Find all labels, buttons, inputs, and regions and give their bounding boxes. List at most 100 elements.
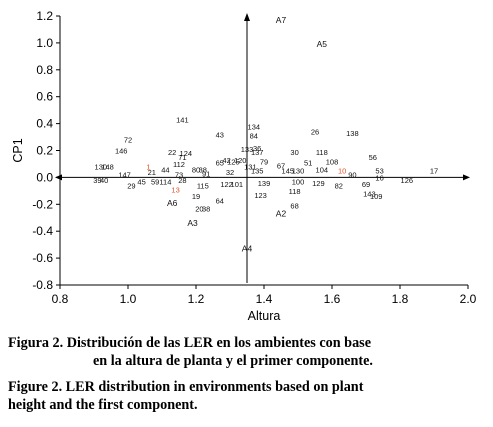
environment-label: A5: [317, 39, 328, 49]
environment-label: A4: [242, 244, 253, 254]
y-axis-ticks: -0.8 -0.6 -0.4 -0.2 0.0 0.2 0.4 0.6 0.8 1.0 1.2: [32, 9, 60, 292]
point-label: 68: [290, 202, 298, 211]
point-label: 36: [253, 144, 261, 153]
point-label: 51: [304, 159, 312, 168]
point-label: 148: [101, 163, 114, 172]
point-label: 22: [168, 148, 176, 157]
x-axis-ticks: 0.8 1.0 1.2 1.4 1.6 1.8 2.0: [52, 285, 477, 306]
point-label: 30: [290, 148, 298, 157]
x-tick-label: 0.8: [52, 292, 69, 306]
point-label: 82: [335, 181, 343, 190]
point-label: 125: [227, 157, 240, 166]
point-label: 126: [401, 176, 414, 185]
caption-en-line-1: Figure 2. LER distribution in environmen…: [8, 378, 488, 396]
point-label: 114: [159, 177, 171, 186]
caption-es-line-1: Figura 2. Distribución de las LER en los…: [8, 334, 488, 352]
point-label: 64: [216, 196, 224, 205]
x-tick-label: 1.0: [120, 292, 137, 306]
point-label: 130: [292, 167, 305, 176]
point-label: 134: [248, 122, 261, 131]
point-label: 131: [244, 163, 257, 172]
point-label: 16: [375, 173, 383, 182]
point-label: 139: [258, 179, 271, 188]
point-label: 101: [231, 180, 244, 189]
point-label: 138: [346, 129, 359, 138]
y-tick-label: 1.0: [36, 36, 53, 50]
point-label: 28: [178, 176, 186, 185]
horizontal-arrowhead-right: [463, 174, 470, 181]
point-label: 19: [192, 192, 200, 201]
y-tick-label: 0.0: [36, 170, 53, 184]
point-label: 124: [180, 149, 193, 158]
figure-caption-english: Figure 2. LER distribution in environmen…: [8, 378, 488, 414]
point-label: 118: [289, 187, 301, 196]
point-label: 59: [151, 177, 159, 186]
point-label: 130: [95, 163, 108, 172]
point-label: 141: [176, 116, 189, 125]
y-tick-label: -0.6: [32, 251, 53, 265]
point-label: 145: [282, 167, 295, 176]
caption-es-text-2: en la altura de planta y el primer compo…: [93, 353, 373, 369]
environment-label: A3: [187, 218, 198, 228]
environment-labels: A7 A5 A6 A3 A2 A4: [167, 15, 327, 254]
point-label: 108: [326, 157, 339, 166]
point-label: 67: [277, 161, 285, 170]
point-label: 26: [311, 128, 319, 137]
caption-es-text-1: Distribución de las LER en los ambientes…: [66, 335, 371, 351]
point-label: 73: [175, 171, 183, 180]
environment-label: A2: [276, 209, 287, 219]
point-label: 44: [161, 165, 169, 174]
point-label: 129: [312, 179, 325, 188]
point-label: 38: [202, 204, 210, 213]
x-tick-label: 1.2: [188, 292, 205, 306]
point-label: 65: [216, 159, 224, 168]
vertical-arrowhead-top: [244, 13, 250, 21]
point-label: 13: [171, 186, 179, 195]
scatter-chart: -0.8 -0.6 -0.4 -0.2 0.0 0.2 0.4 0.6 0.8 1.0 1.2 0.…: [11, 9, 477, 323]
point-label: 120: [234, 156, 247, 165]
y-tick-label: 1.2: [36, 9, 53, 23]
point-label: 71: [178, 153, 186, 162]
environment-label: A7: [276, 15, 287, 25]
point-label: 135: [251, 167, 264, 176]
reference-lines: [55, 13, 470, 283]
point-label: 80: [192, 165, 200, 174]
y-tick-label: -0.2: [32, 197, 53, 211]
point-label: 53: [375, 167, 383, 176]
point-label: 29: [127, 181, 135, 190]
y-tick-label: 0.2: [36, 144, 53, 158]
point-label: 84: [250, 132, 258, 141]
point-label: 91: [202, 169, 210, 178]
point-label: 69: [362, 180, 370, 189]
x-tick-label: 1.8: [392, 292, 409, 306]
caption-en-text-1: LER distribution in environments based o…: [65, 379, 364, 395]
caption-es-label: Figura 2.: [8, 335, 64, 351]
point-label: 123: [254, 191, 267, 200]
point-label: 137: [251, 148, 264, 157]
point-label: 104: [316, 165, 329, 174]
x-axis-label: Altura: [248, 309, 281, 323]
point-label: 79: [260, 157, 268, 166]
point-label: 122: [220, 180, 233, 189]
point-label: 109: [370, 192, 383, 201]
x-tick-label: 1.6: [324, 292, 341, 306]
point-label: 1: [146, 163, 150, 172]
point-label: 147: [118, 171, 131, 180]
x-tick-label: 2.0: [460, 292, 477, 306]
caption-en-text-2: height and the first component.: [8, 397, 198, 413]
point-label: 118: [316, 148, 328, 157]
point-label: 45: [137, 177, 145, 186]
point-label: 112: [173, 160, 185, 169]
y-tick-label: 0.6: [36, 90, 53, 104]
point-label: 72: [124, 136, 132, 145]
point-label: 21: [148, 168, 156, 177]
point-label: 133: [241, 145, 254, 154]
point-label: 38: [199, 165, 207, 174]
point-label: 17: [430, 167, 438, 176]
point-label: 100: [292, 177, 305, 186]
point-label: 90: [348, 171, 356, 180]
point-label: 39: [93, 176, 101, 185]
point-label: 143: [363, 190, 376, 199]
y-axis-label: CP1: [11, 138, 25, 162]
y-tick-label: 0.4: [36, 117, 53, 131]
